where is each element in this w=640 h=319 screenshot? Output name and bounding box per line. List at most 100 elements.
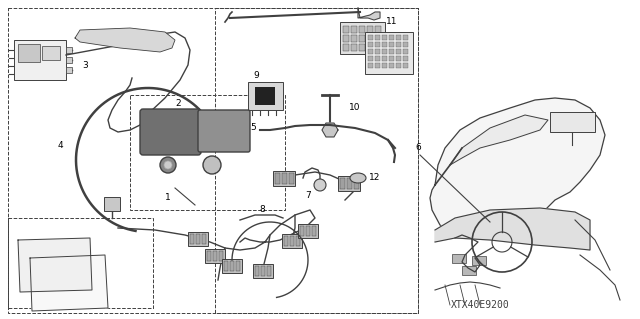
Bar (290, 236, 294, 246)
Bar (66, 57, 72, 63)
Bar (18, 44, 40, 62)
Bar (343, 26, 349, 33)
Bar (222, 259, 242, 273)
Bar (396, 42, 401, 47)
Bar (375, 26, 381, 33)
Bar (298, 224, 318, 238)
Bar (218, 117, 227, 124)
Bar (8, 8, 418, 313)
Bar (205, 249, 225, 263)
Bar (375, 35, 380, 40)
Polygon shape (430, 98, 605, 238)
Bar (340, 22, 385, 54)
Bar (452, 254, 466, 263)
Bar (236, 261, 240, 271)
Bar (205, 137, 214, 144)
Bar (284, 236, 288, 246)
Bar (382, 63, 387, 68)
Polygon shape (18, 238, 92, 292)
Bar (382, 56, 387, 61)
Bar (389, 56, 394, 61)
Bar (550, 112, 595, 132)
Ellipse shape (350, 173, 366, 183)
Bar (351, 35, 357, 42)
Bar (382, 49, 387, 54)
Bar (396, 35, 401, 40)
Bar (207, 251, 211, 261)
Bar (403, 35, 408, 40)
Polygon shape (75, 28, 175, 52)
Circle shape (203, 156, 221, 174)
Bar (171, 116, 180, 124)
Bar (230, 127, 239, 134)
Bar (202, 234, 206, 244)
Bar (389, 35, 394, 40)
Bar (338, 176, 360, 191)
Bar (359, 35, 365, 42)
Bar (188, 232, 208, 246)
Bar (375, 49, 380, 54)
Bar (368, 56, 373, 61)
Bar (365, 32, 413, 74)
Bar (472, 256, 486, 265)
Bar (367, 26, 373, 33)
Text: 7: 7 (305, 190, 311, 199)
Bar (218, 127, 227, 134)
Bar (282, 234, 302, 248)
Bar (368, 49, 373, 54)
Text: 9: 9 (253, 71, 259, 80)
Polygon shape (358, 8, 380, 20)
Bar (351, 26, 357, 33)
Polygon shape (450, 115, 548, 165)
Bar (382, 42, 387, 47)
Bar (205, 127, 214, 134)
Bar (343, 35, 349, 42)
Bar (182, 128, 191, 136)
Bar (230, 261, 234, 271)
Text: 1: 1 (165, 194, 171, 203)
Bar (248, 82, 283, 110)
Bar (66, 67, 72, 73)
Text: 12: 12 (369, 174, 381, 182)
Text: 2: 2 (175, 99, 181, 108)
Bar (230, 117, 239, 124)
Bar (389, 49, 394, 54)
Bar (375, 56, 380, 61)
Bar (267, 266, 271, 276)
Text: XTX40E9200: XTX40E9200 (451, 300, 509, 310)
Bar (368, 42, 373, 47)
Bar (66, 47, 72, 53)
Bar (230, 137, 239, 144)
Bar (367, 44, 373, 51)
Bar (340, 178, 345, 189)
Text: 3: 3 (82, 61, 88, 70)
Text: 10: 10 (349, 103, 361, 113)
FancyBboxPatch shape (198, 110, 250, 152)
Bar (219, 251, 223, 261)
Bar (389, 63, 394, 68)
Bar (213, 251, 217, 261)
Bar (190, 234, 194, 244)
Text: 5: 5 (250, 122, 256, 131)
Text: 4: 4 (57, 140, 63, 150)
Bar (403, 42, 408, 47)
Bar (368, 63, 373, 68)
Bar (289, 173, 294, 184)
Bar (282, 173, 287, 184)
Bar (205, 117, 214, 124)
Circle shape (160, 157, 176, 173)
Bar (396, 63, 401, 68)
Bar (375, 44, 381, 51)
Bar (347, 178, 352, 189)
Polygon shape (30, 255, 108, 311)
Bar (42, 46, 60, 60)
Bar (148, 116, 168, 130)
Polygon shape (435, 208, 590, 250)
Bar (300, 226, 304, 236)
Bar (354, 178, 359, 189)
Bar (343, 44, 349, 51)
Text: 8: 8 (259, 205, 265, 214)
Bar (312, 226, 316, 236)
Bar (368, 35, 373, 40)
Bar (275, 173, 280, 184)
